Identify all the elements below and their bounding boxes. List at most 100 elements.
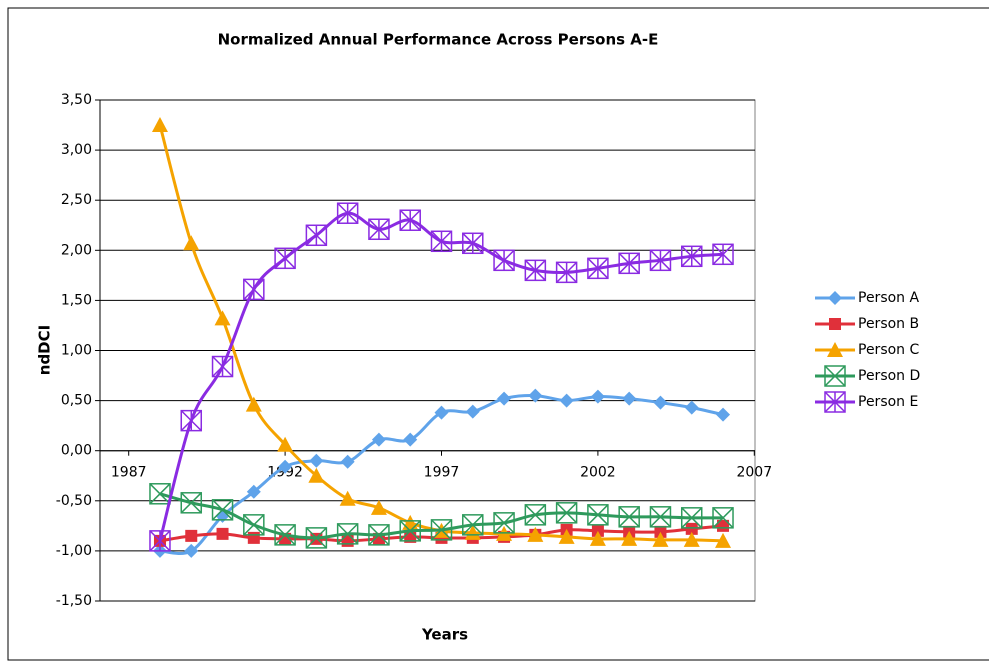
marker-shape bbox=[214, 310, 231, 326]
marker-shape bbox=[149, 483, 171, 505]
marker-shape bbox=[712, 507, 734, 529]
marker-shape bbox=[243, 514, 265, 536]
marker bbox=[371, 432, 386, 447]
marker bbox=[684, 400, 699, 415]
marker bbox=[654, 525, 667, 538]
marker-shape bbox=[464, 524, 481, 540]
legend-label: Person D bbox=[858, 368, 920, 384]
marker bbox=[180, 409, 203, 432]
marker bbox=[589, 530, 606, 546]
marker-shape bbox=[824, 391, 846, 413]
marker bbox=[590, 389, 605, 404]
marker-shape bbox=[216, 527, 229, 540]
marker bbox=[493, 512, 515, 534]
marker-shape bbox=[184, 543, 199, 558]
y-tick-label: -0,50 bbox=[56, 493, 92, 509]
marker-shape bbox=[497, 391, 512, 406]
marker-shape bbox=[715, 532, 732, 548]
marker bbox=[180, 492, 203, 514]
marker-shape bbox=[717, 519, 730, 532]
marker-shape bbox=[824, 365, 846, 387]
marker bbox=[558, 528, 575, 544]
marker bbox=[587, 257, 609, 280]
marker bbox=[493, 249, 515, 272]
marker bbox=[308, 467, 325, 483]
marker-shape bbox=[555, 502, 578, 524]
marker-shape bbox=[149, 530, 171, 552]
marker-shape bbox=[247, 531, 260, 544]
marker bbox=[370, 499, 387, 515]
marker bbox=[277, 436, 294, 452]
marker bbox=[340, 454, 355, 469]
marker bbox=[680, 245, 703, 268]
marker bbox=[184, 543, 199, 558]
marker bbox=[524, 259, 547, 282]
marker-shape bbox=[337, 202, 359, 224]
marker bbox=[621, 530, 638, 546]
marker bbox=[828, 291, 842, 305]
marker bbox=[216, 527, 229, 540]
marker-shape bbox=[246, 484, 261, 499]
marker-shape bbox=[462, 232, 484, 254]
marker-shape bbox=[430, 519, 453, 541]
marker bbox=[434, 405, 449, 420]
marker bbox=[618, 506, 640, 528]
legend-label: Person E bbox=[858, 394, 918, 410]
marker bbox=[652, 531, 669, 547]
y-tick-label: 2,50 bbox=[61, 192, 92, 208]
marker bbox=[211, 499, 234, 521]
marker-shape bbox=[243, 278, 265, 300]
marker-shape bbox=[434, 405, 449, 420]
marker bbox=[591, 524, 604, 537]
x-tick-label: 2007 bbox=[736, 465, 772, 481]
marker-shape bbox=[649, 506, 671, 528]
marker bbox=[399, 209, 421, 231]
marker-shape bbox=[680, 507, 703, 529]
marker bbox=[824, 365, 846, 387]
marker-shape bbox=[308, 467, 325, 483]
marker-shape bbox=[587, 504, 609, 526]
marker-shape bbox=[681, 245, 703, 267]
marker bbox=[274, 247, 296, 270]
marker bbox=[430, 519, 453, 541]
marker-shape bbox=[587, 504, 609, 526]
marker-shape bbox=[828, 291, 842, 305]
marker-shape bbox=[621, 530, 638, 546]
marker bbox=[462, 232, 484, 255]
marker-shape bbox=[185, 529, 198, 542]
marker-shape bbox=[399, 520, 421, 542]
marker-shape bbox=[399, 209, 421, 231]
legend-label: Person A bbox=[858, 290, 919, 306]
marker bbox=[243, 514, 265, 536]
marker-shape bbox=[652, 531, 669, 547]
marker-shape bbox=[527, 526, 544, 542]
x-tick-label: 1997 bbox=[424, 465, 460, 481]
marker-shape bbox=[305, 527, 327, 549]
marker-shape bbox=[524, 259, 546, 281]
marker-shape bbox=[618, 506, 640, 528]
marker-shape bbox=[305, 224, 327, 246]
marker-shape bbox=[309, 453, 324, 468]
marker-shape bbox=[337, 523, 359, 545]
marker bbox=[712, 243, 734, 266]
marker-shape bbox=[341, 534, 354, 547]
marker bbox=[430, 230, 453, 253]
marker bbox=[211, 355, 234, 378]
marker-shape bbox=[336, 523, 359, 545]
marker bbox=[336, 523, 359, 545]
marker-shape bbox=[524, 504, 547, 526]
marker-shape bbox=[591, 524, 604, 537]
y-tick-label: 0,50 bbox=[61, 393, 92, 409]
marker-shape bbox=[370, 499, 387, 515]
marker-shape bbox=[493, 512, 515, 534]
marker-shape bbox=[524, 504, 546, 526]
marker-shape bbox=[183, 235, 200, 251]
marker-shape bbox=[558, 528, 575, 544]
marker bbox=[305, 527, 328, 549]
marker bbox=[715, 532, 732, 548]
marker-shape bbox=[618, 506, 640, 528]
marker bbox=[555, 502, 578, 524]
y-tick-label: 1,00 bbox=[61, 343, 92, 359]
marker bbox=[527, 526, 544, 542]
